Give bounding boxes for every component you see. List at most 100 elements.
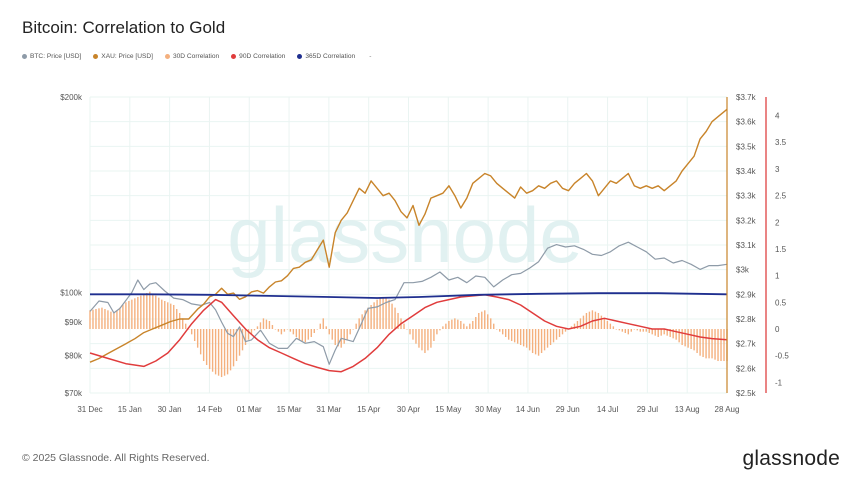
corr30-bar [406,329,408,330]
corr30-bar [211,329,214,372]
corr30-bar [370,304,372,329]
corr30-bar [149,291,151,329]
corr30-bar [537,329,540,356]
corr30-bar [445,323,447,329]
xau-axis-tick-label: $3.6k [736,118,757,127]
corr30-bar [143,294,145,329]
corr30-bar [131,299,133,329]
corr30-bar [286,329,289,330]
corr30-bar [531,329,534,354]
corr30-bar [597,312,600,329]
btc-price-line [89,241,728,365]
corr30-bar [319,323,321,329]
corr30-bar [382,296,384,329]
x-axis-tick-label: 13 Aug [675,405,700,414]
corr30-bar [633,329,635,330]
corr30-bar [110,311,112,329]
corr30-bar [684,329,686,347]
xau-price-line [89,108,728,363]
corr-axis-tick-label: 3.5 [775,138,787,147]
corr30-bar [439,329,441,331]
corr30-bar [648,329,650,334]
corr30-bar [451,319,453,329]
corr30-bar [301,329,304,342]
corr30-bar [615,329,618,330]
corr30-bar [170,303,172,329]
corr90-line [89,294,728,373]
corr30-bar [167,302,169,329]
corr30-bar [415,329,417,344]
legend-item[interactable]: 30D Correlation [164,53,220,60]
corr30-bar [229,329,232,371]
x-axis-tick-label: 30 Jan [158,405,182,414]
corr30-bar [137,296,139,329]
x-axis-tick-label: 28 Aug [715,405,740,414]
corr30-bar [522,329,525,347]
corr30-bar [391,303,393,329]
legend-dot-icon [22,54,27,59]
corr30-bar [660,329,662,336]
corr30-bar [711,329,713,359]
xau-axis-tick-label: $3.1k [736,241,757,250]
corr30-bar [463,323,465,329]
corr30-bar [475,316,477,329]
corr30-bar [645,329,647,332]
corr30-bar [558,329,561,338]
corr30-bar [720,329,722,362]
corr30-bar [349,329,351,335]
legend-item[interactable]: 365D Correlation [297,53,355,60]
corr30-bar [235,329,238,362]
corr30-bar [292,329,295,335]
corr30-bar [307,329,310,340]
corr30-bar [507,329,510,340]
corr30-bar [669,329,671,338]
xau-axis-tick-label: $3.3k [736,192,757,201]
corr30-bar [250,329,253,335]
corr30-bar [624,329,627,334]
corr30-bar [313,329,315,334]
corr30-bar [403,323,405,329]
btc-axis-tick-label: $80k [65,351,83,360]
x-axis-tick-label: 31 Mar [316,405,341,414]
corr30-bar [101,307,103,329]
corr30-bar [310,329,313,338]
corr30-bar [442,326,444,329]
corr30-bar [256,326,259,329]
xau-axis-tick-label: $3k [736,266,750,275]
legend-extra: - [369,53,372,60]
corr30-bar [555,329,558,340]
x-axis-tick-label: 15 Mar [277,405,302,414]
corr30-bar [460,320,462,329]
corr30-bar [609,323,612,329]
corr30-bar [681,329,683,346]
corr30-bar [268,320,271,329]
corr-axis-tick-label: -0.5 [775,352,789,361]
corr30-bar [519,329,522,346]
corr30-bar [528,329,531,351]
corr30-bar [579,318,582,329]
corr30-bar [513,329,516,343]
corr30-bar [173,304,175,329]
corr30-bar [116,310,118,329]
corr30-bar [430,329,432,348]
corr-axis-tick-label: 2 [775,218,780,227]
corr30-bar [657,329,659,338]
corr30-bar [388,299,390,329]
xau-axis-tick-label: $2.8k [736,315,757,324]
legend-item[interactable]: BTC: Price [USD] [22,53,81,60]
corr30-bar [226,329,229,375]
corr30-bar [705,329,707,359]
legend-item[interactable]: 90D Correlation [231,53,285,60]
corr30-bar [271,324,274,329]
corr30-bar [666,329,668,336]
x-axis-tick-label: 30 May [475,405,501,414]
x-axis-tick-label: 15 May [435,405,461,414]
legend-item[interactable]: XAU: Price [USD] [93,53,153,60]
corr30-bar [265,319,268,329]
corr30-bar [612,326,615,329]
corr30-bar [334,329,336,346]
legend-label: 30D Correlation [172,53,220,60]
x-axis-tick-label: 14 Jul [597,405,619,414]
corr30-bar [496,329,498,330]
corr30-bar [675,329,677,340]
